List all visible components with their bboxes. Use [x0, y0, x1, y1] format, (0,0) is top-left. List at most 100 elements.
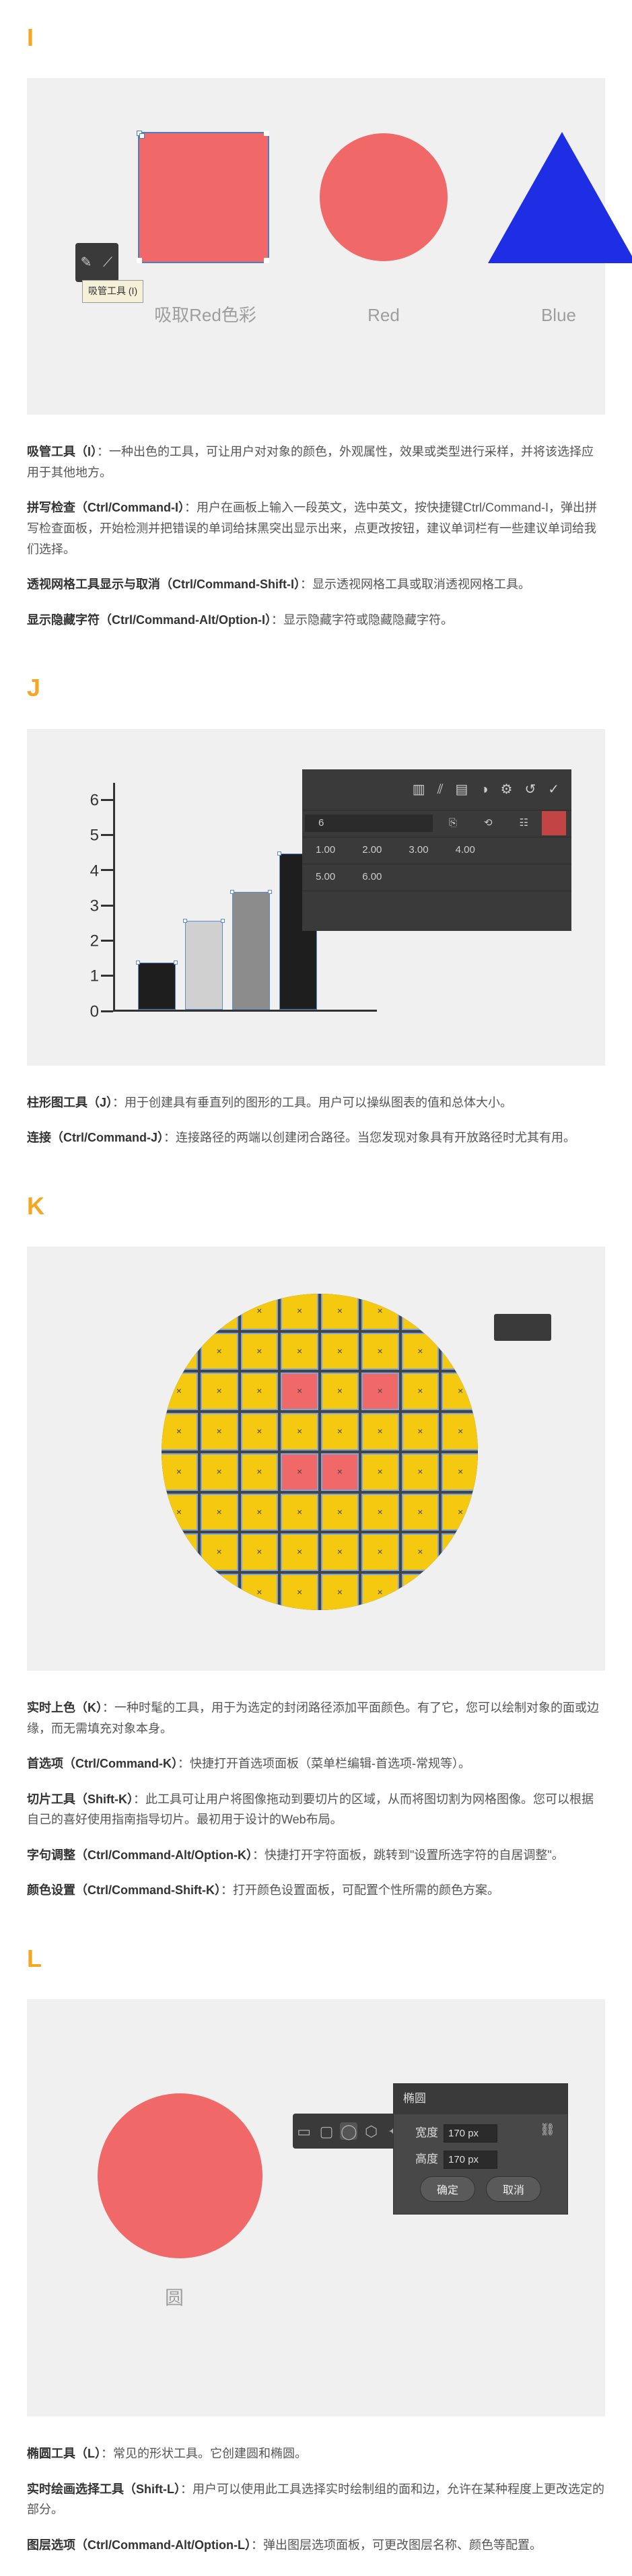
grid-cell[interactable]: [241, 1453, 279, 1491]
grid-cell[interactable]: [361, 1494, 399, 1531]
grid-cell[interactable]: [281, 1533, 318, 1571]
row-icon[interactable]: ⎘: [435, 814, 470, 832]
grid-cell[interactable]: [361, 1533, 399, 1571]
chart-revert-icon[interactable]: ↺: [524, 778, 536, 801]
cell[interactable]: 3.00: [395, 841, 442, 859]
chart-settings-icon[interactable]: ⚙: [501, 778, 513, 801]
chart-type-bar-icon[interactable]: ▥: [413, 778, 425, 801]
panel-input-cell[interactable]: 6: [305, 814, 433, 832]
link-dimensions-icon[interactable]: ⛓: [537, 2121, 558, 2136]
grid-cell[interactable]: [162, 1333, 198, 1370]
grid-cell[interactable]: [402, 1494, 440, 1531]
grid-cell[interactable]: [201, 1372, 238, 1410]
grid-cell[interactable]: [241, 1494, 279, 1531]
grid-cell[interactable]: [241, 1333, 279, 1370]
grid-cell[interactable]: [281, 1494, 318, 1531]
grid-cell[interactable]: [162, 1294, 198, 1330]
roundrect-tool-icon[interactable]: ▢: [318, 2122, 335, 2140]
grid-cell[interactable]: [201, 1294, 238, 1330]
grid-cell[interactable]: [361, 1294, 399, 1330]
grid-cell[interactable]: [281, 1453, 318, 1491]
grid-cell[interactable]: [162, 1453, 198, 1491]
grid-cell[interactable]: [442, 1494, 478, 1531]
height-input[interactable]: [444, 2151, 497, 2169]
grid-cell[interactable]: [321, 1372, 359, 1410]
grid-cell[interactable]: [162, 1494, 198, 1531]
cell[interactable]: 4.00: [442, 841, 489, 859]
grid-cell[interactable]: [321, 1413, 359, 1451]
grid-cell[interactable]: [321, 1453, 359, 1491]
width-input[interactable]: [444, 2124, 497, 2143]
grid-cell[interactable]: [241, 1413, 279, 1451]
polygon-tool-icon[interactable]: ⬡: [363, 2122, 380, 2140]
grid-cell[interactable]: [162, 1413, 198, 1451]
eyedropper-icon[interactable]: ✎: [75, 243, 97, 282]
grid-cell[interactable]: [402, 1533, 440, 1571]
cell[interactable]: 6.00: [349, 868, 395, 886]
grid-cell[interactable]: [201, 1533, 238, 1571]
grid-cell[interactable]: [241, 1372, 279, 1410]
grid-cell[interactable]: [442, 1333, 478, 1370]
cell[interactable]: 5.00: [302, 868, 349, 886]
grid-cell[interactable]: [162, 1372, 198, 1410]
grid-cell[interactable]: [402, 1413, 440, 1451]
ok-button[interactable]: 确定: [420, 2176, 475, 2202]
panel-close-icon[interactable]: [542, 811, 566, 835]
grid-cell[interactable]: [442, 1533, 478, 1571]
ellipse-dialog[interactable]: 椭圆 宽度 高度 ⛓ 确定 取消: [393, 2083, 568, 2215]
grid-cell[interactable]: [201, 1333, 238, 1370]
chart-bar[interactable]: [185, 921, 223, 1010]
grid-cell[interactable]: [361, 1453, 399, 1491]
grid-cell[interactable]: [402, 1574, 440, 1610]
chart-type-area-icon[interactable]: ▤: [456, 778, 468, 801]
grid-cell[interactable]: [241, 1294, 279, 1330]
grid-cell[interactable]: [361, 1372, 399, 1410]
cell[interactable]: 1.00: [302, 841, 349, 859]
grid-cell[interactable]: [361, 1413, 399, 1451]
chart-bar[interactable]: [232, 892, 270, 1010]
grid-cell[interactable]: [321, 1333, 359, 1370]
grid-cell[interactable]: [321, 1294, 359, 1330]
grid-cell[interactable]: [281, 1294, 318, 1330]
cell[interactable]: 2.00: [349, 841, 395, 859]
chart-type-pie-icon[interactable]: ◑: [480, 778, 488, 801]
measure-icon[interactable]: ⟋: [97, 243, 118, 282]
grid-cell[interactable]: [201, 1413, 238, 1451]
grid-cell[interactable]: [442, 1413, 478, 1451]
chart-bar[interactable]: [138, 963, 176, 1010]
grid-cell[interactable]: [281, 1333, 318, 1370]
row-icon2[interactable]: ⟲: [470, 814, 506, 832]
grid-cell[interactable]: [321, 1574, 359, 1610]
ellipse-tool-icon[interactable]: ◯: [340, 2122, 357, 2140]
grid-cell[interactable]: [361, 1574, 399, 1610]
grid-cell[interactable]: [281, 1413, 318, 1451]
grid-cell[interactable]: [442, 1372, 478, 1410]
k-tool-palette[interactable]: [494, 1314, 551, 1341]
grid-cell[interactable]: [442, 1453, 478, 1491]
grid-cell[interactable]: [321, 1494, 359, 1531]
eyedropper-palette[interactable]: ✎ ⟋: [75, 243, 118, 282]
grid-cell[interactable]: [402, 1372, 440, 1410]
grid-cell[interactable]: [442, 1574, 478, 1610]
grid-cell[interactable]: [442, 1294, 478, 1330]
grid-cell[interactable]: [241, 1574, 279, 1610]
grid-cell[interactable]: [162, 1533, 198, 1571]
grid-cell[interactable]: [402, 1294, 440, 1330]
cancel-button[interactable]: 取消: [486, 2176, 541, 2202]
grid-cell[interactable]: [361, 1333, 399, 1370]
chart-type-line-icon[interactable]: ⫽: [437, 778, 444, 801]
row-icon3[interactable]: ☷: [506, 814, 542, 832]
grid-cell[interactable]: [201, 1494, 238, 1531]
rect-tool-icon[interactable]: ▭: [295, 2122, 313, 2140]
grid-cell[interactable]: [281, 1574, 318, 1610]
grid-cell[interactable]: [162, 1574, 198, 1610]
grid-cell[interactable]: [281, 1372, 318, 1410]
grid-cell[interactable]: [321, 1533, 359, 1571]
grid-cell[interactable]: [201, 1574, 238, 1610]
chart-apply-icon[interactable]: ✓: [548, 778, 559, 801]
grid-cell[interactable]: [201, 1453, 238, 1491]
data-panel[interactable]: ▥ ⫽ ▤ ◑ ⚙ ↺ ✓ 6 ⎘ ⟲ ☷ 1.00 2.00 3.00 4.0…: [302, 769, 571, 931]
grid-cell[interactable]: [241, 1533, 279, 1571]
grid-cell[interactable]: [402, 1453, 440, 1491]
grid-cell[interactable]: [402, 1333, 440, 1370]
